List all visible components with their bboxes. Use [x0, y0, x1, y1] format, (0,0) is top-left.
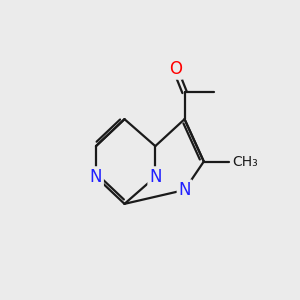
Text: O: O [169, 60, 182, 78]
Text: N: N [90, 168, 102, 186]
Text: CH₃: CH₃ [233, 154, 258, 169]
Text: N: N [149, 168, 161, 186]
Text: N: N [178, 181, 191, 199]
